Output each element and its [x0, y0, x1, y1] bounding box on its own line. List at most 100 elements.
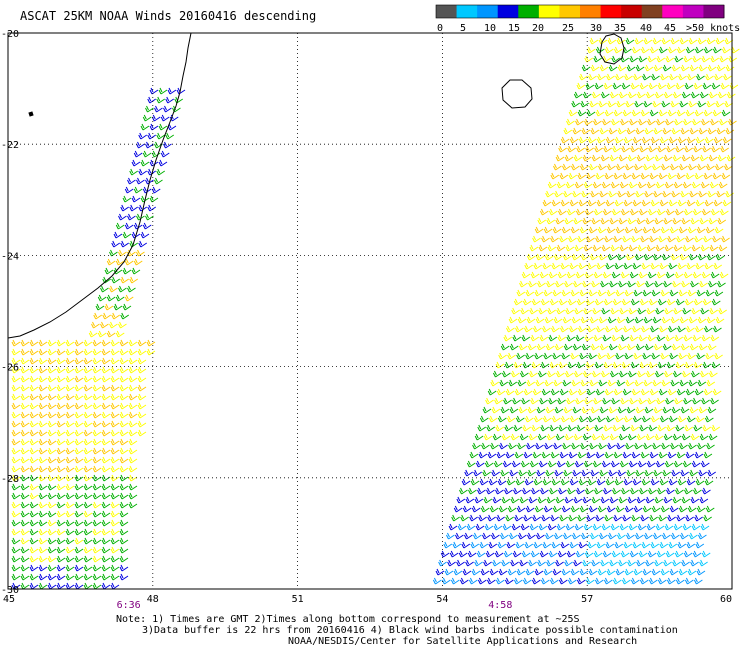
wind-barb: [29, 573, 39, 581]
wind-barb: [692, 55, 702, 63]
wind-barb: [598, 100, 608, 108]
wind-barb: [129, 168, 139, 176]
wind-barb: [128, 402, 138, 410]
wind-barb: [643, 163, 652, 171]
wind-barb: [679, 100, 689, 108]
wind-barb: [531, 487, 540, 495]
wind-barb: [525, 568, 535, 576]
wind-barb: [83, 339, 93, 347]
wind-barb: [74, 564, 84, 572]
map-title: ASCAT 25KM NOAA Winds 20160416 descendin…: [20, 9, 317, 23]
wind-barb: [662, 127, 672, 135]
wind-barb: [610, 307, 619, 315]
wind-barb: [625, 316, 635, 324]
wind-barb: [29, 537, 39, 545]
wind-barb: [661, 316, 671, 324]
wind-barb: [47, 402, 57, 410]
wind-barb: [102, 312, 112, 320]
wind-barb: [701, 208, 711, 216]
wind-barb: [626, 406, 636, 414]
wind-barb: [573, 217, 583, 225]
wind-barb: [581, 127, 591, 135]
colorbar-swatch: [682, 5, 704, 18]
wind-barb: [92, 420, 102, 428]
wind-barb: [518, 532, 527, 540]
wind-barb: [604, 451, 614, 459]
wind-barb: [692, 208, 702, 216]
wind-barb: [623, 478, 633, 486]
wind-barb: [611, 550, 621, 558]
wind-barb: [617, 64, 627, 72]
wind-barb: [654, 280, 663, 288]
wind-barb: [636, 91, 646, 99]
wind-barb: [700, 307, 709, 315]
wind-barb: [128, 501, 138, 509]
wind-barb: [676, 388, 686, 396]
wind-barb: [671, 469, 680, 477]
wind-barb: [498, 352, 507, 360]
wind-barb: [616, 100, 626, 108]
wind-barb: [709, 244, 719, 252]
wind-barb: [122, 195, 132, 203]
wind-barb: [655, 181, 665, 189]
wind-barb: [662, 343, 672, 351]
wind-barb: [109, 285, 118, 293]
longitude-label: 51: [292, 594, 304, 605]
wind-barb: [701, 397, 710, 405]
wind-barb: [580, 253, 590, 261]
wind-barb: [692, 397, 701, 405]
wind-barb: [637, 307, 646, 315]
wind-barb: [647, 271, 657, 279]
wind-barb: [608, 190, 617, 198]
wind-barb: [692, 334, 702, 342]
wind-barb: [541, 451, 551, 459]
wind-barb: [614, 136, 624, 144]
wind-barb: [675, 424, 685, 432]
wind-barb: [560, 136, 570, 144]
wind-barb: [453, 505, 463, 513]
wind-barb: [612, 82, 622, 90]
wind-barb: [605, 325, 614, 333]
wind-barb: [576, 82, 586, 90]
wind-barb: [38, 501, 48, 509]
wind-barb: [124, 222, 134, 230]
wind-barb: [65, 402, 75, 410]
wind-barb: [552, 226, 562, 234]
wind-barb: [118, 213, 127, 221]
wind-barb: [666, 145, 675, 153]
wind-barb: [717, 217, 727, 225]
wind-barb: [597, 226, 607, 234]
wind-barb: [20, 465, 30, 473]
wind-barb: [559, 172, 569, 180]
wind-barb: [568, 109, 578, 117]
latitude-label: -26: [1, 363, 19, 374]
wind-barb: [589, 100, 599, 108]
wind-barb: [625, 379, 635, 387]
wind-barb: [47, 420, 57, 428]
wind-barb: [660, 289, 670, 297]
wind-barb: [688, 316, 698, 324]
wind-barb: [540, 424, 550, 432]
wind-barb: [146, 348, 156, 356]
wind-barb: [524, 478, 534, 486]
wind-barb: [533, 541, 543, 549]
wind-barb: [127, 285, 136, 293]
wind-barb: [640, 514, 649, 522]
wind-barb: [635, 406, 645, 414]
wind-barb: [639, 424, 649, 432]
wind-barb: [566, 271, 576, 279]
wind-barb: [608, 406, 618, 414]
wind-barb: [574, 181, 584, 189]
wind-barb: [606, 73, 615, 81]
wind-barb: [38, 474, 48, 482]
wind-barb: [131, 267, 141, 275]
wind-barb: [712, 235, 721, 243]
longitude-label: 54: [436, 594, 448, 605]
wind-barb: [540, 577, 550, 585]
wind-barb: [546, 217, 556, 225]
wind-barb: [687, 505, 697, 513]
wind-barb: [676, 109, 686, 117]
wind-barb: [610, 244, 620, 252]
wind-barb: [671, 190, 680, 198]
wind-barb: [567, 424, 577, 432]
